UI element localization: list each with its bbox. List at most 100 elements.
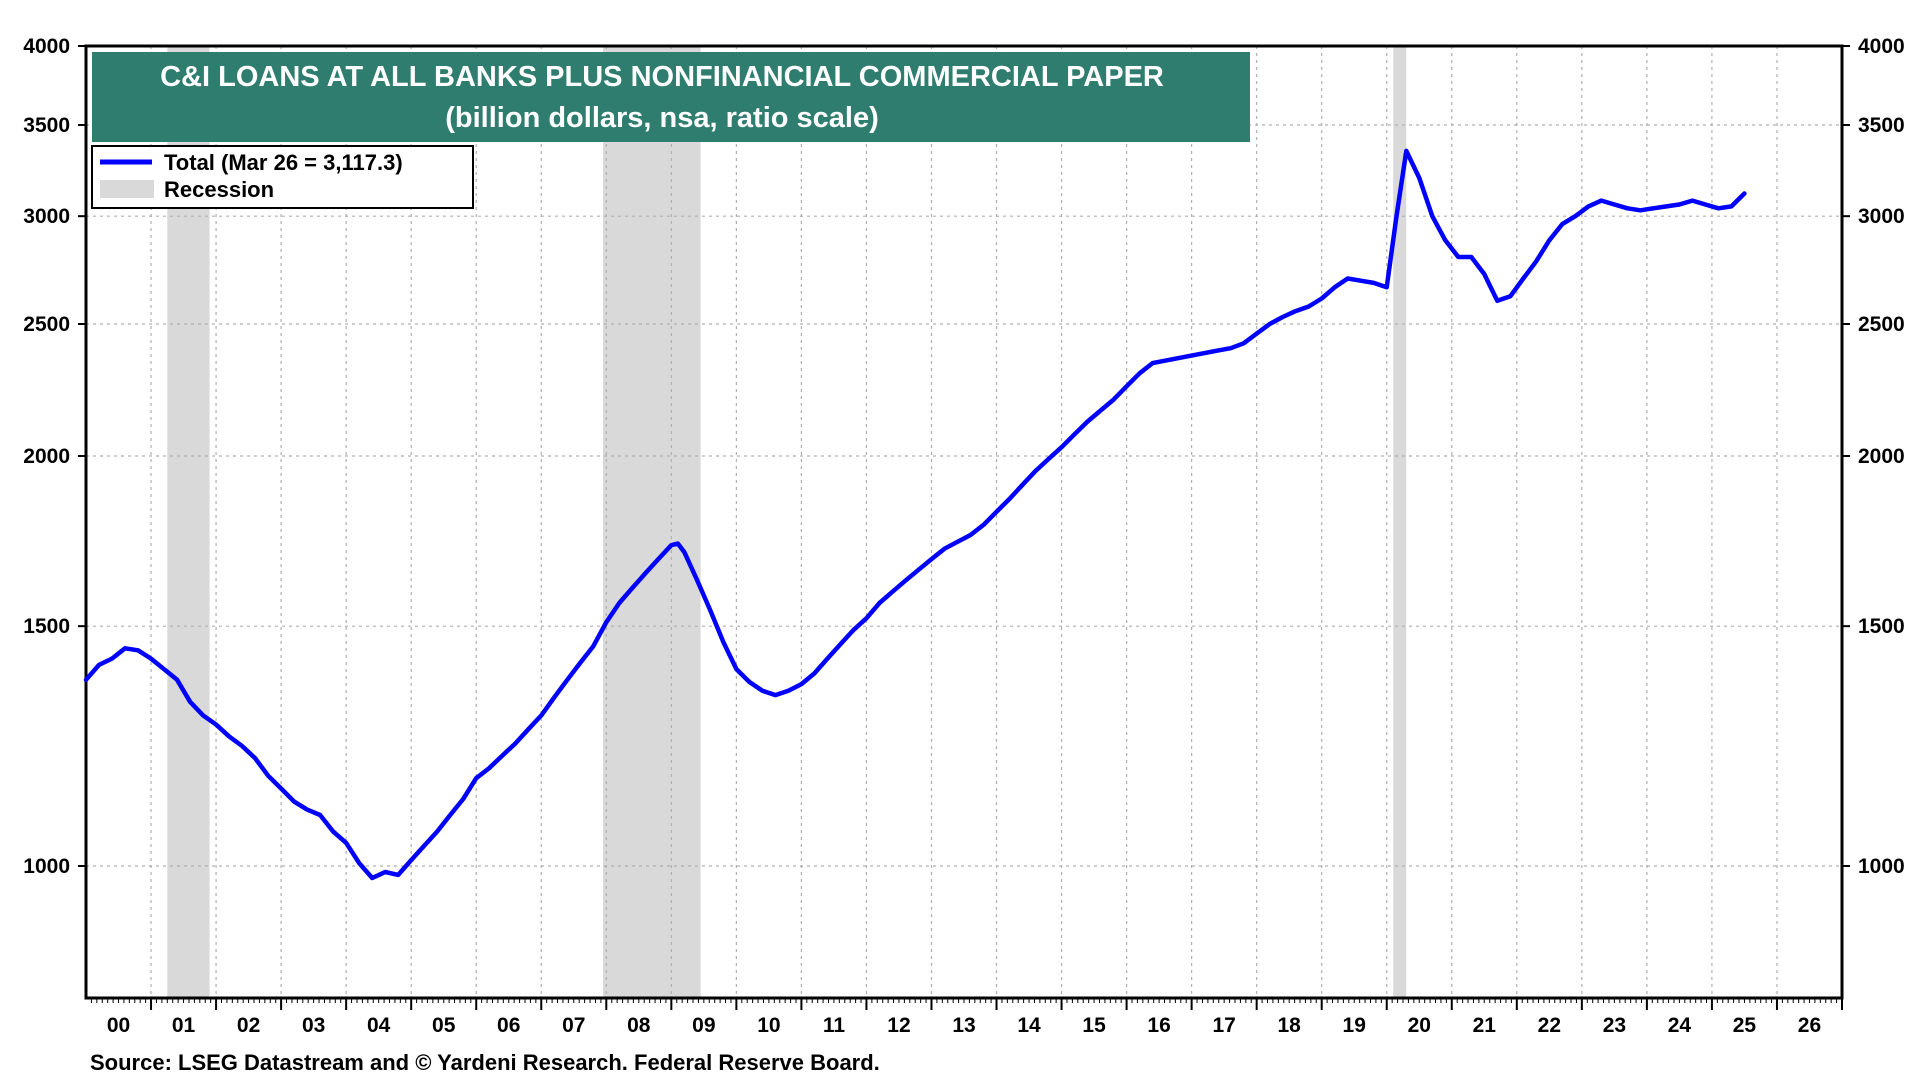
data-point xyxy=(1294,309,1298,313)
data-point xyxy=(578,661,582,665)
data-point xyxy=(1404,149,1408,153)
data-point xyxy=(864,616,869,620)
data-point xyxy=(461,797,465,801)
y-tick-label-right: 1000 xyxy=(1858,855,1905,878)
data-point xyxy=(552,695,556,699)
data-point xyxy=(422,844,426,848)
data-point xyxy=(1255,331,1259,336)
data-point xyxy=(1495,299,1499,303)
data-point xyxy=(1469,255,1473,259)
data-point xyxy=(786,689,791,693)
data-point xyxy=(890,590,895,594)
data-point xyxy=(149,656,153,661)
data-point xyxy=(1307,304,1311,309)
data-point xyxy=(1164,359,1168,363)
data-point xyxy=(1177,356,1181,360)
data-point xyxy=(279,786,283,791)
data-point xyxy=(929,557,934,561)
data-point xyxy=(1333,285,1337,289)
data-point xyxy=(799,682,804,686)
data-point xyxy=(136,648,140,652)
data-point xyxy=(318,813,322,817)
data-point xyxy=(1703,202,1708,207)
x-tick-label: 09 xyxy=(692,1014,715,1037)
data-point xyxy=(1599,199,1603,203)
y-tick-label-left: 3000 xyxy=(23,205,70,228)
data-point xyxy=(1443,238,1447,242)
data-point xyxy=(1586,204,1590,208)
data-point xyxy=(825,656,830,661)
x-tick-label: 23 xyxy=(1603,1014,1626,1037)
data-point xyxy=(1638,208,1642,212)
y-tick-label-left: 2000 xyxy=(23,445,70,468)
data-point xyxy=(175,678,179,682)
data-point xyxy=(994,510,999,514)
data-point xyxy=(1625,206,1629,210)
data-point xyxy=(708,609,712,613)
data-point xyxy=(201,713,205,717)
y-tick-label-right: 3500 xyxy=(1858,114,1905,137)
data-point xyxy=(955,540,960,544)
data-point xyxy=(1547,238,1551,242)
y-tick-label-right: 2000 xyxy=(1858,445,1905,468)
x-tick-label: 11 xyxy=(823,1014,846,1037)
data-point xyxy=(1664,204,1668,208)
x-tick-label: 14 xyxy=(1017,1014,1041,1037)
data-point xyxy=(1690,199,1695,203)
data-point xyxy=(253,756,257,760)
x-tick-label: 16 xyxy=(1147,1014,1170,1037)
x-tick-label: 02 xyxy=(237,1014,260,1037)
x-tick-label: 00 xyxy=(107,1014,130,1037)
data-point xyxy=(682,550,686,554)
x-axis: 00 01 02 03 04 05 06 07 08 09 10 11 12 13 14 15 16 17 18 19… xyxy=(90,998,1843,1037)
y-tick-label-left: 3500 xyxy=(23,114,70,137)
data-point xyxy=(1020,483,1025,487)
title-box: C&I LOANS AT ALL BANKS PLUS NONFINANCIAL… xyxy=(92,52,1250,142)
y-tick-label-right: 4000 xyxy=(1858,35,1905,58)
x-tick-label: 12 xyxy=(887,1014,910,1037)
x-tick-label: 26 xyxy=(1798,1014,1821,1037)
data-point xyxy=(734,667,738,671)
data-point xyxy=(1007,497,1012,501)
x-tick-label: 25 xyxy=(1733,1014,1757,1037)
data-point xyxy=(1508,294,1512,298)
legend-label-total: Total (Mar 26 = 3,117.3) xyxy=(164,150,403,175)
data-point xyxy=(942,547,947,551)
data-point xyxy=(513,741,517,746)
data-point xyxy=(474,776,478,780)
x-tick-label: 04 xyxy=(367,1014,391,1037)
data-point xyxy=(1072,432,1077,436)
data-point xyxy=(630,586,634,590)
chart-subtitle: (billion dollars, nsa, ratio scale) xyxy=(445,102,879,134)
data-point xyxy=(1216,349,1220,353)
data-point xyxy=(500,754,504,758)
data-point xyxy=(1268,322,1272,326)
data-point xyxy=(1085,419,1090,424)
x-tick-label: 01 xyxy=(172,1014,196,1037)
data-point xyxy=(409,858,413,862)
data-point xyxy=(903,579,908,583)
data-point xyxy=(981,523,986,527)
data-point xyxy=(1190,353,1194,358)
x-tick-label: 20 xyxy=(1408,1014,1431,1037)
data-point xyxy=(1203,351,1207,355)
y-tick-label-left: 1500 xyxy=(23,615,70,638)
data-point xyxy=(1729,204,1734,208)
x-tick-label: 13 xyxy=(952,1014,975,1037)
data-point xyxy=(383,870,387,874)
data-point xyxy=(838,642,843,646)
data-point xyxy=(1372,281,1376,285)
data-point xyxy=(1281,315,1285,319)
data-point xyxy=(617,601,621,605)
recession-band-1 xyxy=(603,46,701,998)
y-tick-label-right: 1500 xyxy=(1858,615,1905,638)
data-point xyxy=(1124,384,1129,388)
y-tick-label-right: 3000 xyxy=(1858,205,1905,228)
x-tick-label: 18 xyxy=(1278,1014,1302,1037)
data-point xyxy=(1138,371,1142,375)
data-point xyxy=(1430,214,1434,218)
chart-title: C&I LOANS AT ALL BANKS PLUS NONFINANCIAL… xyxy=(160,61,1164,93)
data-point xyxy=(240,744,244,748)
data-point xyxy=(1482,272,1486,276)
data-point xyxy=(812,671,817,675)
